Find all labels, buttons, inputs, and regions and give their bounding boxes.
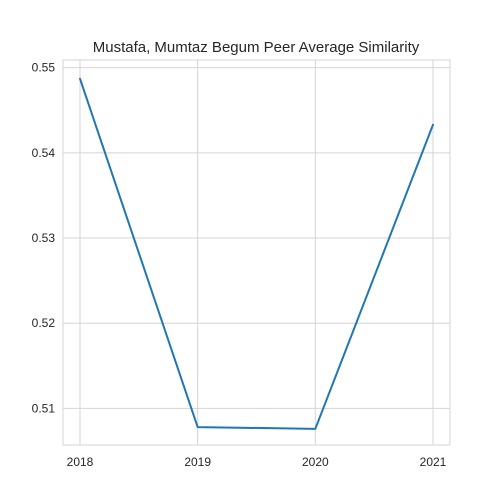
tick-labels: 2018 2019 2020 2021 0.51 0.52 0.53 0.54 0.55: [32, 61, 447, 469]
y-tick-label: 0.55: [32, 61, 56, 75]
series-layer: [79, 77, 434, 430]
plot-frame: [62, 59, 451, 446]
y-tick-label: 0.54: [32, 146, 56, 160]
chart-title: Mustafa, Mumtaz Begum Peer Average Simil…: [93, 39, 420, 56]
y-tick-label: 0.52: [32, 316, 56, 330]
y-tick-label: 0.53: [32, 231, 56, 245]
series-line: [79, 77, 434, 430]
x-tick-label: 2021: [420, 455, 447, 469]
y-tick-label: 0.51: [32, 401, 56, 415]
x-tick-label: 2020: [302, 455, 329, 469]
plot-background: [63, 60, 450, 445]
x-tick-label: 2019: [184, 455, 211, 469]
x-tick-label: 2018: [67, 455, 94, 469]
